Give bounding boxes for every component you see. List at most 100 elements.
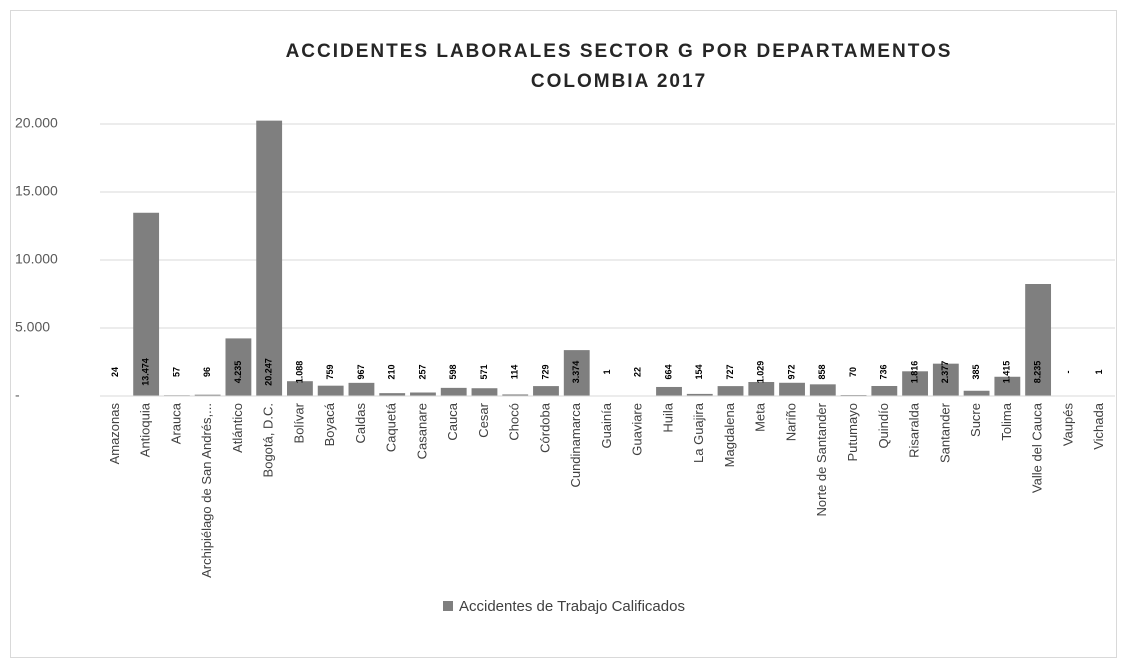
y-tick-label: 5.000	[15, 319, 50, 335]
bar	[963, 390, 990, 396]
x-tick-label: Huila	[660, 402, 675, 432]
data-label: 57	[171, 367, 181, 377]
x-tick-label: La Guajira	[691, 402, 706, 463]
bar	[133, 212, 160, 396]
x-tick-label: Caquetá	[384, 402, 399, 452]
data-label: 729	[540, 364, 550, 379]
legend-label: Accidentes de Trabajo Calificados	[459, 598, 685, 615]
x-tick-label: Santander	[937, 402, 952, 463]
data-label: 385	[971, 364, 981, 379]
bar	[317, 385, 344, 396]
x-tick-label: Bolívar	[291, 402, 306, 443]
bar	[686, 393, 713, 396]
data-label: 967	[356, 364, 366, 379]
bar	[533, 386, 559, 396]
data-label: 1.415	[1002, 361, 1012, 384]
x-tick-label: Cauca	[445, 402, 460, 440]
y-tick-label: -	[15, 387, 20, 403]
data-label: 2.377	[940, 361, 950, 384]
data-label: 759	[325, 364, 335, 379]
data-label: 1.816	[909, 361, 919, 384]
bar	[379, 393, 406, 396]
x-tick-label: Boyacá	[322, 402, 337, 446]
x-tick-label: Guaviare	[630, 403, 645, 456]
bar	[656, 386, 682, 396]
bar	[748, 382, 775, 396]
x-tick-label: Risaralda	[907, 402, 922, 458]
bar	[440, 387, 467, 396]
data-label: 1	[1094, 369, 1104, 374]
data-label: 664	[663, 364, 673, 379]
chart-title: COLOMBIA 2017	[531, 71, 707, 92]
bar	[563, 350, 590, 396]
bar	[902, 371, 928, 396]
data-label: 736	[879, 364, 889, 379]
legend-swatch	[443, 601, 453, 611]
bar	[871, 385, 898, 396]
y-tick-label: 15.000	[15, 183, 58, 199]
data-label: 972	[786, 364, 796, 379]
bar	[194, 394, 221, 396]
x-tick-label: Norte de Santander	[814, 402, 829, 516]
data-label: 114	[510, 365, 520, 380]
x-tick-label: Valle del Cauca	[1030, 402, 1045, 493]
data-label: 154	[694, 364, 704, 379]
data-label: -	[1063, 371, 1073, 374]
bar	[809, 384, 836, 396]
x-tick-label: Magdalena	[722, 402, 737, 467]
data-label: 1.088	[294, 361, 304, 384]
bar	[932, 363, 959, 396]
x-tick-label: Amazonas	[107, 403, 122, 465]
bar	[287, 381, 313, 396]
bar	[225, 338, 252, 396]
x-tick-label: Casanare	[414, 403, 429, 459]
y-tick-label: 20.000	[15, 115, 58, 131]
x-tick-label: Meta	[753, 402, 768, 432]
data-label: 22	[633, 367, 643, 377]
x-tick-label: Chocó	[507, 403, 522, 441]
data-label: 1.029	[756, 361, 766, 384]
data-label: 13.474	[141, 358, 151, 386]
x-tick-label: Arauca	[168, 402, 183, 444]
data-label: 858	[817, 364, 827, 379]
x-tick-label: Atlántico	[230, 403, 245, 453]
x-tick-label: Córdoba	[537, 402, 552, 453]
x-tick-label: Vaupés	[1060, 403, 1075, 447]
x-tick-label: Caldas	[353, 403, 368, 444]
x-tick-label: Cundinamarca	[568, 402, 583, 487]
data-label: 210	[387, 364, 397, 379]
x-tick-label: Vichada	[1091, 402, 1106, 450]
y-tick-label: 10.000	[15, 251, 58, 267]
data-label: 1	[602, 369, 612, 374]
bar	[348, 382, 375, 396]
data-label: 20.247	[264, 358, 274, 386]
x-tick-label: Antioquia	[138, 402, 153, 457]
data-label: 4.235	[233, 361, 243, 384]
bar	[502, 394, 529, 396]
data-label: 598	[448, 364, 458, 379]
x-tick-label: Putumayo	[845, 403, 860, 462]
bar	[779, 382, 805, 396]
bar	[717, 386, 744, 396]
data-label: 8.235	[1032, 361, 1042, 384]
data-label: 257	[417, 364, 427, 379]
x-tick-label: Archipiélago de San Andrés,...	[199, 403, 214, 578]
data-label: 3.374	[571, 361, 581, 384]
bar	[994, 376, 1021, 396]
x-tick-label: Bogotá, D.C.	[261, 403, 276, 477]
chart-border	[10, 10, 1117, 658]
x-tick-label: Nariño	[783, 403, 798, 441]
chart-title: ACCIDENTES LABORALES SECTOR G POR DEPART…	[286, 41, 953, 62]
data-label: 70	[848, 367, 858, 377]
bar	[256, 120, 283, 396]
x-tick-label: Sucre	[968, 403, 983, 437]
bar	[1025, 284, 1052, 396]
data-label: 96	[202, 367, 212, 377]
x-tick-label: Quindío	[876, 403, 891, 449]
bar	[471, 388, 498, 396]
x-tick-label: Cesar	[476, 402, 491, 437]
data-label: 571	[479, 364, 489, 379]
data-label: 727	[725, 364, 735, 379]
bar	[410, 392, 436, 396]
